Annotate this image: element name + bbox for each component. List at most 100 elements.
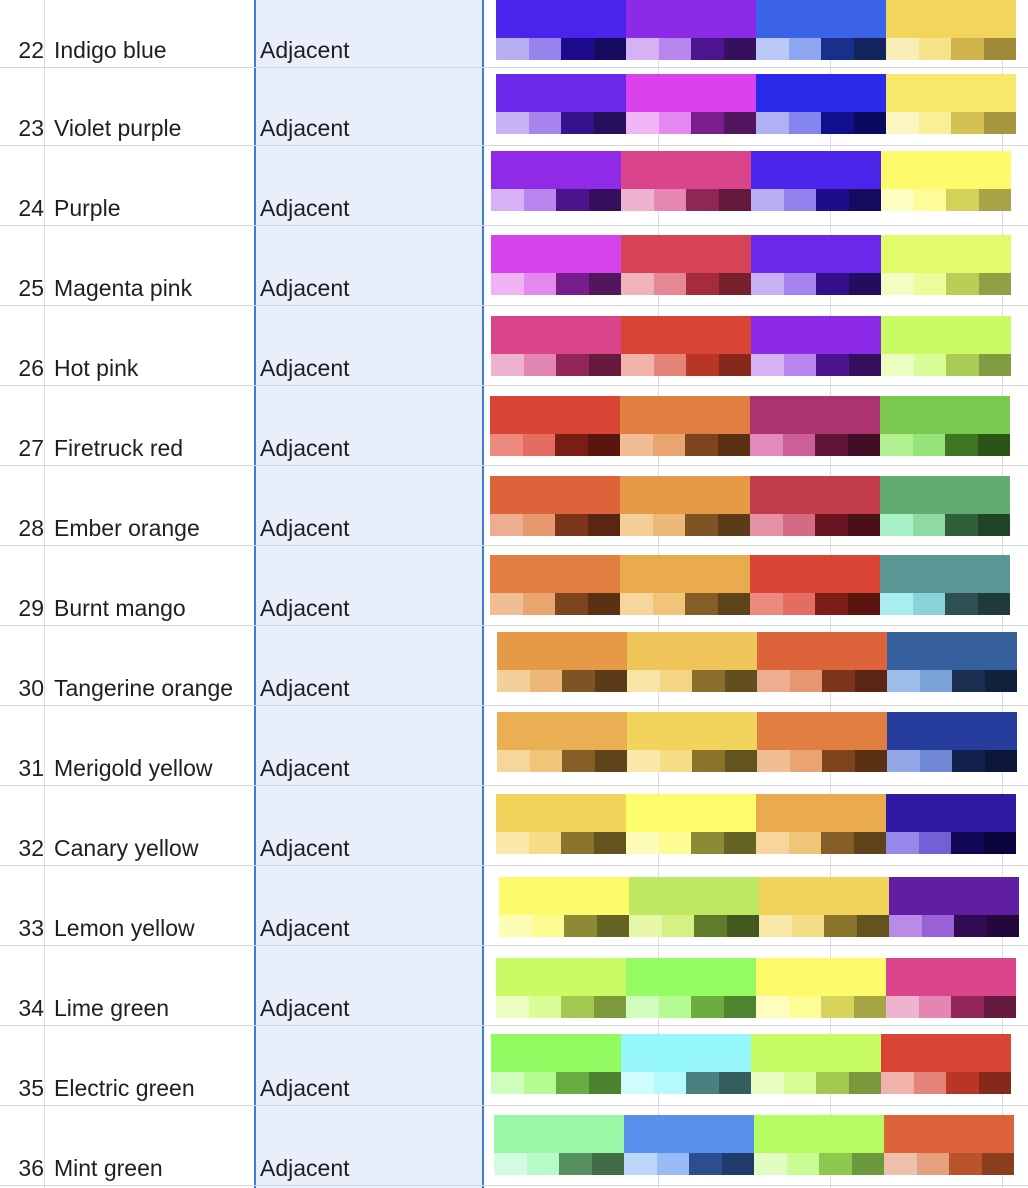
swatch-shade	[913, 273, 946, 295]
color-name-cell[interactable]: Tangerine orange	[54, 675, 234, 701]
color-name-cell[interactable]: Canary yellow	[54, 835, 199, 861]
palette-image[interactable]	[497, 712, 1017, 772]
swatch-shade	[629, 915, 662, 937]
color-name-cell[interactable]: Hot pink	[54, 355, 139, 381]
palette-image[interactable]	[494, 1115, 1014, 1175]
palette-image[interactable]	[490, 396, 1010, 456]
palette-image[interactable]	[496, 958, 1016, 1018]
swatch-main-color	[491, 1034, 621, 1072]
swatch-shade	[880, 593, 913, 615]
table-row[interactable]: 26 Hot pink Adjacent	[0, 306, 1028, 386]
color-name-cell[interactable]: Violet purple	[54, 115, 182, 141]
table-row[interactable]: 32 Canary yellow Adjacent	[0, 786, 1028, 866]
swatch-shades	[627, 670, 757, 692]
palette-image[interactable]	[496, 0, 1016, 60]
color-name-cell[interactable]: Electric green	[54, 1075, 195, 1101]
scheme-cell[interactable]: Adjacent	[260, 115, 350, 141]
scheme-cell[interactable]: Adjacent	[260, 835, 350, 861]
row-number: 33	[18, 915, 44, 941]
color-name-cell[interactable]: Lime green	[54, 995, 170, 1021]
color-name-cell[interactable]: Purple	[54, 195, 121, 221]
swatch-shade	[951, 832, 984, 854]
swatch-main-color	[496, 794, 626, 832]
swatch-shade	[751, 1072, 784, 1094]
swatch-main-color	[626, 794, 756, 832]
swatch-shade	[848, 1072, 881, 1094]
palette-image[interactable]	[491, 316, 1011, 376]
swatch-main-color	[757, 632, 887, 670]
table-row[interactable]: 23 Violet purple Adjacent	[0, 66, 1028, 146]
scheme-cell[interactable]: Adjacent	[260, 1075, 350, 1101]
scheme-cell[interactable]: Adjacent	[260, 37, 350, 63]
swatch-shade	[853, 112, 886, 134]
scheme-cell[interactable]: Adjacent	[260, 195, 350, 221]
table-row[interactable]: 25 Magenta pink Adjacent	[0, 226, 1028, 306]
table-row[interactable]: 36 Mint green Adjacent	[0, 1106, 1028, 1186]
swatch-shades	[621, 354, 751, 376]
palette-image[interactable]	[496, 794, 1016, 854]
color-name-cell[interactable]: Merigold yellow	[54, 755, 213, 781]
table-row[interactable]: 24 Purple Adjacent	[0, 146, 1028, 226]
swatch-shade	[884, 1153, 917, 1175]
color-name-cell[interactable]: Magenta pink	[54, 275, 193, 301]
swatch-shade	[756, 38, 789, 60]
color-name-cell[interactable]: Firetruck red	[54, 435, 184, 461]
swatch-shade	[750, 593, 783, 615]
color-swatch	[621, 235, 751, 295]
swatch-shades	[491, 354, 621, 376]
color-swatch	[759, 877, 889, 937]
scheme-cell[interactable]: Adjacent	[260, 515, 350, 541]
scheme-cell[interactable]: Adjacent	[260, 355, 350, 381]
palette-image[interactable]	[491, 1034, 1011, 1094]
swatch-shade	[556, 189, 589, 211]
palette-image[interactable]	[491, 151, 1011, 211]
row-divider	[0, 1025, 1028, 1026]
color-name-cell[interactable]: Burnt mango	[54, 595, 186, 621]
swatch-shade	[692, 670, 725, 692]
swatch-shade	[587, 434, 620, 456]
table-row[interactable]: 33 Lemon yellow Adjacent	[0, 866, 1028, 946]
palette-image[interactable]	[490, 476, 1010, 536]
swatch-shade	[788, 832, 821, 854]
swatch-main-color	[886, 794, 1016, 832]
scheme-cell[interactable]: Adjacent	[260, 755, 350, 781]
table-row[interactable]: 31 Merigold yellow Adjacent	[0, 706, 1028, 786]
scheme-cell[interactable]: Adjacent	[260, 915, 350, 941]
table-row[interactable]: 28 Ember orange Adjacent	[0, 466, 1028, 546]
swatch-shade	[751, 189, 784, 211]
scheme-cell[interactable]: Adjacent	[260, 995, 350, 1021]
table-row[interactable]: 27 Firetruck red Adjacent	[0, 386, 1028, 466]
palette-image[interactable]	[490, 555, 1010, 615]
swatch-shades	[490, 434, 620, 456]
palette-image[interactable]	[491, 235, 1011, 295]
scheme-cell[interactable]: Adjacent	[260, 435, 350, 461]
swatch-shade	[653, 1072, 686, 1094]
color-swatch	[491, 151, 621, 211]
scheme-cell[interactable]: Adjacent	[260, 1155, 350, 1181]
swatch-shades	[756, 112, 886, 134]
color-name-cell[interactable]: Lemon yellow	[54, 915, 195, 941]
table-row[interactable]: 22 Indigo blue Adjacent	[0, 0, 1028, 68]
swatch-shade	[594, 670, 627, 692]
swatch-shade	[886, 112, 919, 134]
color-name-cell[interactable]: Indigo blue	[54, 37, 167, 63]
swatch-shade	[627, 750, 660, 772]
swatch-main-color	[889, 877, 1019, 915]
scheme-cell[interactable]: Adjacent	[260, 275, 350, 301]
table-row[interactable]: 29 Burnt mango Adjacent	[0, 546, 1028, 626]
scheme-cell[interactable]: Adjacent	[260, 595, 350, 621]
swatch-shade	[918, 38, 951, 60]
swatch-shade	[561, 38, 594, 60]
color-name-cell[interactable]: Ember orange	[54, 515, 200, 541]
palette-image[interactable]	[496, 74, 1016, 134]
swatch-shades	[751, 273, 881, 295]
color-swatch	[627, 632, 757, 692]
color-swatch	[887, 632, 1017, 692]
color-name-cell[interactable]: Mint green	[54, 1155, 163, 1181]
table-row[interactable]: 34 Lime green Adjacent	[0, 946, 1028, 1026]
scheme-cell[interactable]: Adjacent	[260, 675, 350, 701]
table-row[interactable]: 35 Electric green Adjacent	[0, 1026, 1028, 1106]
palette-image[interactable]	[499, 877, 1019, 937]
palette-image[interactable]	[497, 632, 1017, 692]
table-row[interactable]: 30 Tangerine orange Adjacent	[0, 626, 1028, 706]
